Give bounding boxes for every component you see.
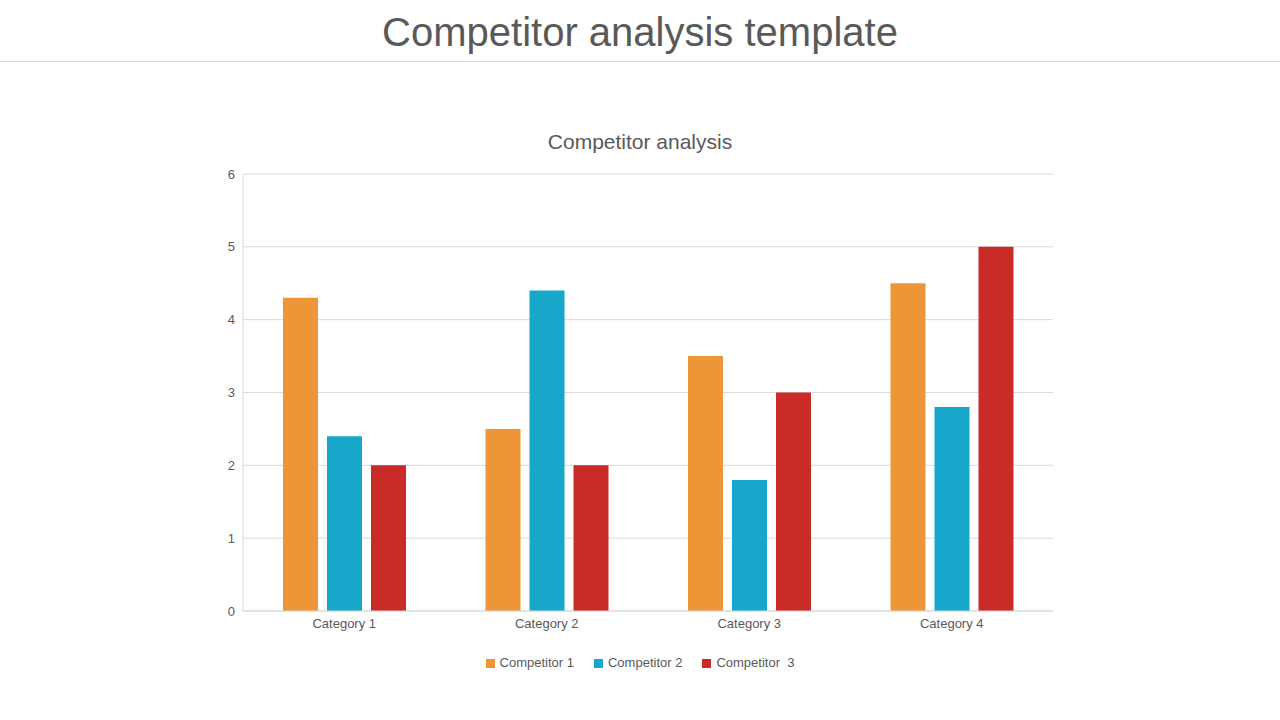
html-text:Competitor analysis: Competitor analysis [547, 130, 733, 153]
svg-text:Category 2: Category 2 [515, 616, 579, 631]
svg-text:6: 6 [228, 167, 235, 182]
svg-text:Category 1: Category 1 [312, 616, 376, 631]
svg-text:0: 0 [228, 604, 235, 619]
svg-text:Category 4: Category 4 [920, 616, 984, 631]
svg-text:4: 4 [228, 312, 235, 327]
svg-text:2: 2 [228, 458, 235, 473]
svg-text:3: 3 [228, 385, 235, 400]
svg-text:1: 1 [228, 531, 235, 546]
html-text:Competitor analysis template: Competitor analysis template [382, 10, 898, 54]
html-text:Competitor 2: Competitor 2 [608, 655, 683, 670]
svg-text:5: 5 [228, 239, 235, 254]
svg-text:Category 3: Category 3 [717, 616, 781, 631]
html-text:Competitor 3: Competitor 3 [716, 655, 795, 670]
html-text:Competitor 1: Competitor 1 [499, 655, 574, 670]
